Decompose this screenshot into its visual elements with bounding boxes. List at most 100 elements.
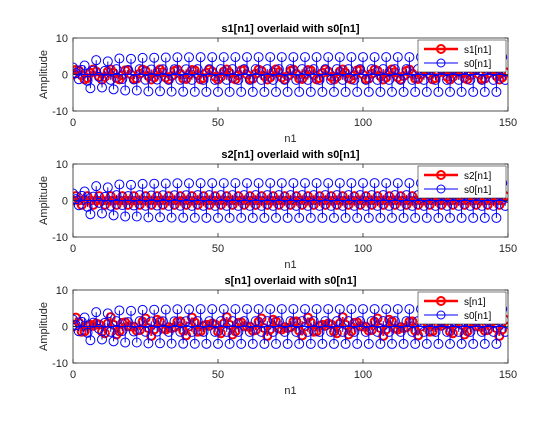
y-tick-label: 0 bbox=[62, 196, 68, 208]
stem-marker bbox=[363, 86, 374, 97]
stem-marker bbox=[169, 64, 180, 75]
stem-marker bbox=[407, 326, 418, 337]
legend: s2[n1] s0[n1] bbox=[417, 165, 507, 199]
stem-marker bbox=[456, 338, 467, 349]
stem-marker bbox=[288, 304, 299, 315]
stem-marker bbox=[358, 52, 368, 63]
stem-marker bbox=[288, 178, 299, 189]
legend-box bbox=[417, 165, 507, 199]
stem-marker bbox=[488, 326, 499, 337]
stem-marker bbox=[334, 52, 345, 63]
stem-marker bbox=[302, 74, 313, 85]
stem-marker bbox=[210, 74, 221, 85]
stem-marker bbox=[500, 200, 508, 211]
stem-marker bbox=[102, 182, 113, 193]
stem-marker bbox=[500, 74, 508, 85]
stem-marker bbox=[178, 212, 189, 223]
stem-marker bbox=[320, 316, 331, 327]
stem-marker bbox=[285, 316, 296, 327]
stem-marker bbox=[259, 86, 270, 97]
legend-label: s1[n1] bbox=[464, 45, 491, 56]
stem-marker bbox=[256, 326, 267, 337]
stem-marker bbox=[360, 200, 371, 211]
stem-marker bbox=[326, 200, 337, 211]
stem-marker bbox=[352, 338, 363, 349]
stem-marker bbox=[369, 304, 380, 315]
stem-marker bbox=[297, 330, 308, 341]
stem-marker bbox=[331, 328, 342, 339]
stem-marker bbox=[111, 190, 122, 201]
stem-marker bbox=[465, 74, 476, 85]
stem-marker bbox=[178, 86, 189, 97]
stem-marker bbox=[108, 84, 119, 95]
stem-marker bbox=[178, 338, 189, 349]
stem-marker bbox=[311, 52, 322, 63]
stem-marker bbox=[242, 52, 252, 63]
stem-marker bbox=[294, 338, 305, 349]
stem-marker bbox=[204, 64, 215, 75]
stem-marker bbox=[192, 64, 203, 75]
stem-marker bbox=[120, 337, 131, 348]
stem-marker bbox=[297, 190, 308, 201]
stem-marker bbox=[273, 316, 284, 327]
stem-marker bbox=[372, 74, 383, 85]
stem-marker bbox=[253, 178, 264, 189]
stem-marker bbox=[375, 212, 386, 223]
stem-marker bbox=[479, 212, 490, 223]
stem-marker bbox=[189, 212, 200, 223]
stem-marker bbox=[244, 326, 255, 337]
stem-marker bbox=[152, 200, 163, 211]
x-tick-label: 0 bbox=[70, 369, 76, 381]
y-tick-label: -10 bbox=[52, 358, 68, 370]
x-tick-label: 150 bbox=[499, 243, 517, 255]
stem-marker bbox=[247, 86, 258, 97]
stem-marker bbox=[337, 200, 348, 211]
stem-marker bbox=[215, 64, 226, 75]
stem-marker bbox=[381, 304, 392, 315]
stem-marker bbox=[331, 64, 342, 75]
stem-marker bbox=[172, 304, 183, 315]
stem-marker bbox=[456, 86, 467, 97]
y-tick-label: -10 bbox=[52, 106, 68, 118]
stem-marker bbox=[430, 200, 441, 211]
stem-marker bbox=[302, 200, 313, 211]
stem-marker bbox=[94, 323, 105, 334]
x-tick-label: 0 bbox=[70, 243, 76, 255]
x-tick-label: 50 bbox=[212, 117, 224, 129]
stem-marker bbox=[291, 326, 302, 337]
stem-marker bbox=[355, 190, 366, 201]
stem-marker bbox=[404, 52, 415, 63]
y-tick-label: -10 bbox=[52, 232, 68, 244]
stem-marker bbox=[363, 338, 374, 349]
stem-marker bbox=[323, 178, 334, 189]
stem-marker bbox=[244, 200, 255, 211]
x-tick-label: 0 bbox=[70, 117, 76, 129]
stem-marker bbox=[253, 304, 264, 315]
stem-marker bbox=[160, 52, 171, 63]
legend: s1[n1] s0[n1] bbox=[417, 39, 507, 73]
stem-marker bbox=[99, 65, 110, 76]
stem-marker bbox=[218, 178, 229, 189]
stem-marker bbox=[227, 64, 238, 75]
stem-marker bbox=[407, 74, 418, 85]
stem-marker bbox=[210, 200, 221, 211]
stem-marker bbox=[169, 190, 180, 201]
stem-marker bbox=[108, 336, 119, 347]
stem-marker bbox=[79, 186, 90, 197]
stem-marker bbox=[491, 338, 502, 349]
stem-marker bbox=[114, 53, 125, 64]
stem-marker bbox=[447, 328, 458, 339]
stem-marker bbox=[300, 52, 310, 63]
stem-marker bbox=[401, 316, 412, 327]
stem-marker bbox=[114, 179, 125, 190]
stem-marker bbox=[285, 190, 296, 201]
stem-marker bbox=[308, 64, 319, 75]
stem-marker bbox=[172, 178, 183, 189]
stem-marker bbox=[137, 178, 148, 189]
stem-marker bbox=[195, 178, 206, 189]
stem-marker bbox=[175, 74, 186, 85]
stem-marker bbox=[392, 304, 403, 315]
stem-marker bbox=[387, 338, 397, 349]
stem-marker bbox=[453, 74, 464, 85]
